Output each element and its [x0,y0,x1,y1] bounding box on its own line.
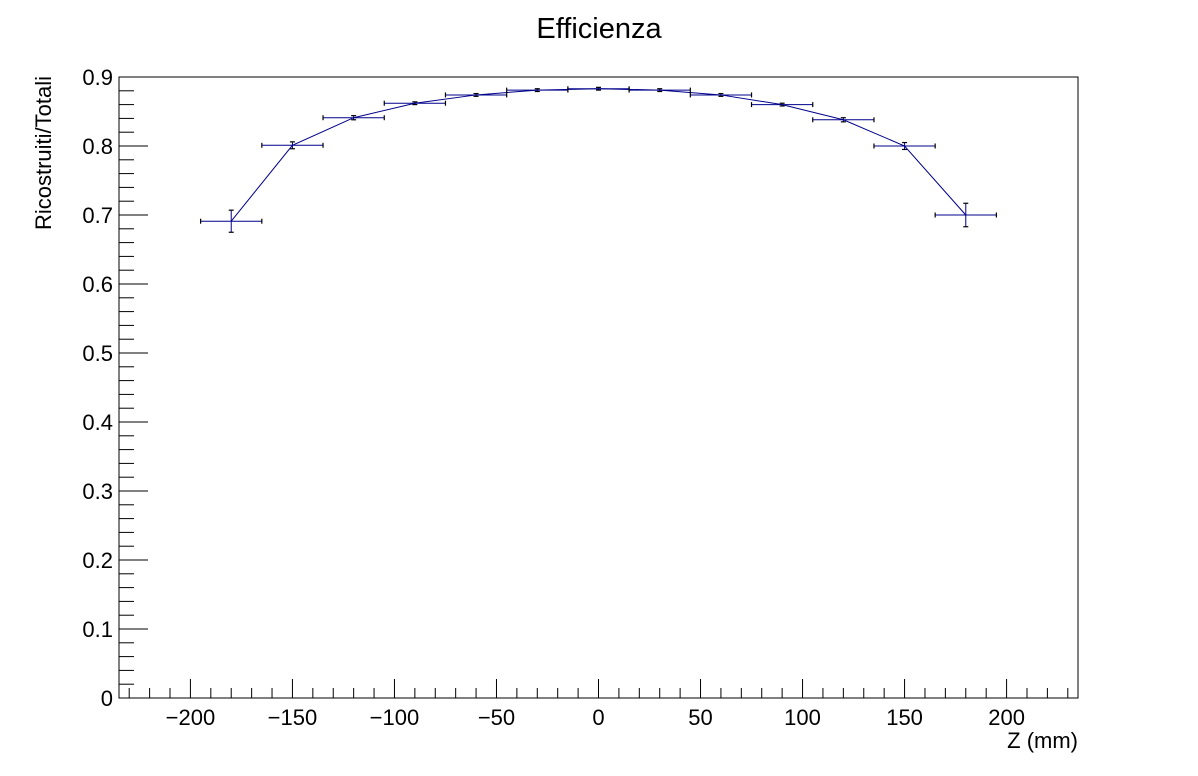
x-tick-label: 0 [592,705,604,730]
x-tick-label: 200 [988,705,1025,730]
x-tick-label: 100 [784,705,821,730]
y-axis-label: Ricostruiti/Totali [31,76,56,230]
data-point [934,202,997,228]
y-tick-label: 0.4 [82,410,113,435]
y-tick-label: 0.3 [82,479,113,504]
x-tick-label: 150 [886,705,923,730]
y-tick-label: 0.8 [82,134,113,159]
plot-axes: −200 −150 −100 −50 0 50 100 150 200 0 0.1 0.2 0.3 0.… [82,65,1079,730]
data-point [200,209,263,233]
data-point [689,92,753,98]
x-tick-label: −200 [166,705,216,730]
data-point [567,86,630,92]
data-point [383,100,447,106]
y-tick-label: 0.9 [82,65,113,90]
y-tick-label: 0 [101,686,113,711]
y-tick-label: 0.1 [82,617,113,642]
data-point [261,141,324,150]
x-tick-label: −100 [370,705,420,730]
chart-title: Efficienza [536,13,662,45]
x-axis-label: Z (mm) [1007,728,1078,753]
data-point [812,117,875,123]
data-point [444,92,508,98]
y-tick-label: 0.2 [82,548,113,573]
y-tick-label: 0.5 [82,341,113,366]
x-axis-ticks: −200 −150 −100 −50 0 50 100 150 200 [128,679,1069,730]
data-point [322,115,385,121]
plot-area [200,86,997,233]
data-points [200,86,997,233]
x-tick-label: 50 [688,705,712,730]
data-point [628,87,691,93]
data-point [750,102,814,108]
x-tick-label: −150 [268,705,318,730]
y-tick-label: 0.6 [82,272,113,297]
x-tick-label: −50 [478,705,515,730]
y-axis-ticks: 0 0.1 0.2 0.3 0.4 0.5 0.6 0.7 0.8 0.9 [82,65,148,711]
data-point [873,141,936,151]
y-tick-label: 0.7 [82,203,113,228]
